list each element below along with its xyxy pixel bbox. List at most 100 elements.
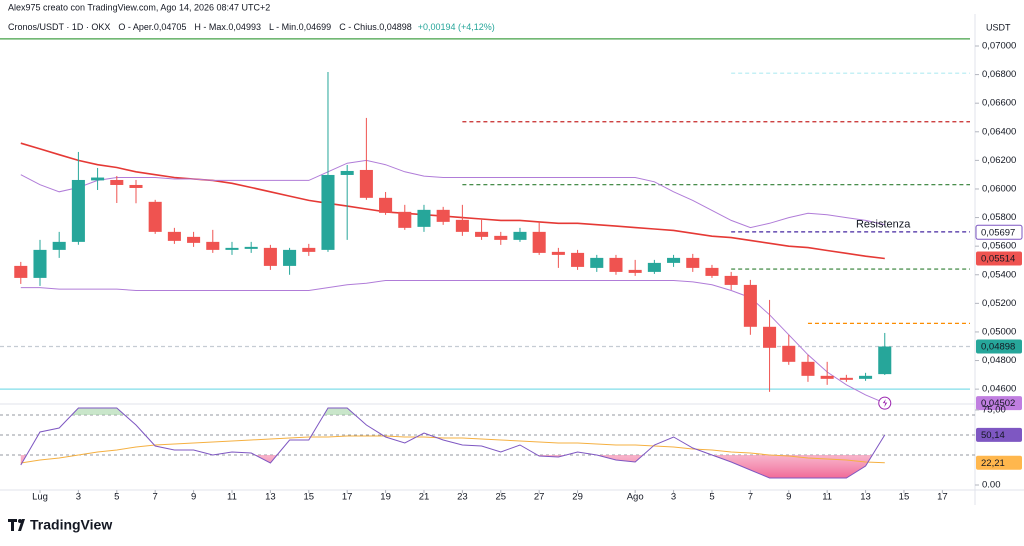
x-tick-label: 17 — [937, 492, 948, 503]
price-tag — [976, 396, 1022, 411]
candle-body — [609, 257, 623, 272]
candle-body — [494, 235, 508, 240]
price-tag — [975, 224, 1023, 240]
overlay-line — [20, 142, 885, 260]
overbought-fill — [20, 408, 885, 415]
candle-body — [724, 275, 738, 285]
logo: TradingView — [8, 517, 112, 533]
candle-body — [91, 177, 105, 181]
x-tick-label: 3 — [671, 492, 676, 503]
x-tick-label: 11 — [227, 492, 237, 503]
y-tick-label: 0,04600 — [982, 384, 1016, 395]
candle-body — [14, 265, 28, 278]
candle-body — [513, 231, 527, 240]
x-tick-label: 5 — [709, 492, 714, 503]
candle-body — [148, 201, 162, 232]
candle-body — [820, 375, 834, 379]
price-tag-label: 0,04502 — [981, 398, 1015, 409]
candle-body — [801, 361, 815, 376]
candle-body — [705, 267, 719, 276]
x-tick-label: 5 — [114, 492, 119, 503]
candle-body — [398, 211, 412, 228]
y-tick-label: 0,05800 — [982, 212, 1016, 223]
candle-body — [455, 219, 469, 232]
candle-body — [590, 257, 604, 268]
x-tick-label: 21 — [419, 492, 430, 503]
candle-body — [321, 174, 335, 250]
candle-body — [647, 262, 661, 272]
y-tick-label: 0,07000 — [982, 41, 1016, 52]
candle-body — [839, 377, 853, 380]
y-tick-label: 0,05400 — [982, 269, 1016, 280]
candle-body — [263, 247, 277, 266]
candle-body — [763, 326, 777, 348]
candle-body — [667, 257, 681, 263]
rsi-ma-line — [20, 435, 885, 464]
x-tick-label: 9 — [191, 492, 196, 503]
candle-body — [187, 236, 201, 243]
x-tick-label: 17 — [342, 492, 353, 503]
candle-body — [302, 247, 316, 252]
rsi-line — [20, 407, 886, 479]
x-tick-label: 15 — [303, 492, 314, 503]
x-tick-label: 15 — [899, 492, 910, 503]
candle-body — [206, 241, 220, 250]
price-tag-label: 22,21 — [981, 458, 1005, 469]
candle-body — [244, 246, 258, 249]
candle-body — [436, 209, 450, 222]
legend: Cronos/USDT · 1D · OKX O - Aper.0,04705 H … — [8, 22, 495, 32]
x-tick-label: 25 — [495, 492, 506, 503]
y-tick-label: 0,06200 — [982, 155, 1016, 166]
x-tick-label: 11 — [822, 492, 832, 503]
price-tag-label: 0,04898 — [981, 342, 1015, 353]
annotation: Resistenza — [856, 219, 911, 231]
credit: Alex975 creato con TradingView.com, Ago … — [8, 2, 270, 12]
candle-body — [71, 179, 85, 242]
price-tag — [976, 427, 1022, 442]
candle-body — [129, 184, 143, 188]
candle-body — [340, 170, 354, 175]
x-tick-label: 27 — [534, 492, 545, 503]
y-tick-label: 0,06400 — [982, 126, 1016, 137]
x-tick-label: 7 — [153, 492, 158, 503]
legend-item: L - Min.0,04699 — [269, 22, 331, 32]
legend-item: +0,00194 (+4,12%) — [418, 22, 495, 32]
x-tick-label: Ago — [627, 492, 644, 503]
x-tick-label: 23 — [457, 492, 468, 503]
legend-item: O - Aper.0,04705 — [118, 22, 186, 32]
y-tick-label: 0,06000 — [982, 183, 1016, 194]
logo-text: TradingView — [30, 517, 112, 533]
candle-body — [878, 346, 892, 375]
x-tick-label: 13 — [860, 492, 871, 503]
y-tick-label: 0,05200 — [982, 298, 1016, 309]
x-tick-label: 19 — [380, 492, 391, 503]
x-tick-label: 29 — [572, 492, 583, 503]
price-tag-label: 50,14 — [981, 430, 1005, 441]
candle-body — [379, 197, 393, 213]
candle-body — [417, 209, 431, 227]
price-tag — [976, 455, 1022, 470]
price-tag — [976, 251, 1022, 266]
candle-body — [110, 179, 124, 185]
x-tick-label: Lug — [32, 492, 48, 503]
candle-body — [859, 375, 873, 379]
logo-icon — [8, 519, 25, 531]
candle-body — [551, 251, 565, 255]
candle-body — [532, 231, 546, 253]
candle-body — [225, 247, 239, 250]
y-tick-label: 0,06600 — [982, 98, 1016, 109]
candle-body — [33, 249, 47, 278]
price-tag-label: 0,05697 — [981, 227, 1015, 238]
candle-body — [782, 345, 796, 362]
y-tick-label: 0,06800 — [982, 69, 1016, 80]
candle-body — [743, 284, 757, 327]
candle-body — [167, 231, 181, 241]
candle-body — [475, 231, 489, 237]
price-tag-label: 0,05514 — [981, 253, 1015, 264]
legend-item: C - Chius.0,04898 — [339, 22, 412, 32]
y-tick-label: 0,05600 — [982, 241, 1016, 252]
unit: USDT — [986, 22, 1011, 32]
overlay-line — [20, 280, 885, 404]
